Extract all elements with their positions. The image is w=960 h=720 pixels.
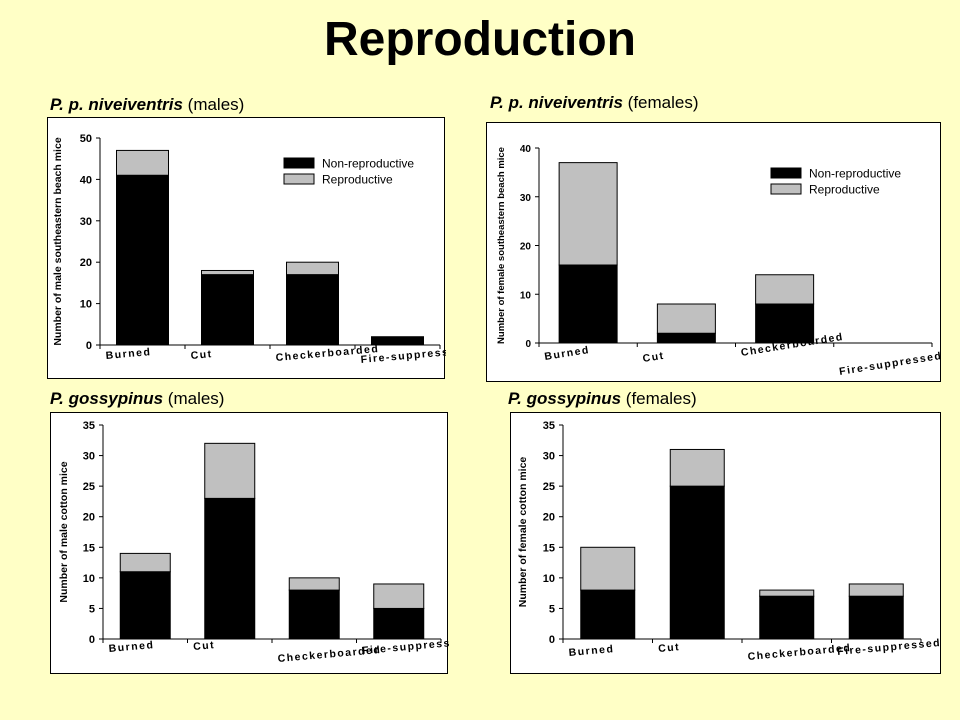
bar-reproductive bbox=[669, 448, 725, 487]
panel-sex: (males) bbox=[167, 389, 225, 408]
legend-swatch-non-reproductive bbox=[283, 157, 315, 169]
bar-non-reproductive bbox=[580, 589, 636, 640]
y-tick-label: 5 bbox=[89, 603, 95, 615]
slide-title: Reproduction bbox=[324, 13, 636, 66]
panel-sex: (males) bbox=[187, 95, 245, 114]
y-tick-label: 30 bbox=[80, 216, 92, 228]
x-category-label: Cut bbox=[642, 350, 666, 365]
legend-swatch-reproductive bbox=[770, 183, 802, 195]
bar-non-reproductive bbox=[755, 303, 815, 344]
x-category-label: Fire-suppressed bbox=[837, 637, 942, 658]
bar-reproductive bbox=[201, 269, 254, 276]
legend-label: Reproductive bbox=[322, 173, 393, 187]
y-axis-label: Number of male southeastern beach mice bbox=[52, 137, 64, 345]
y-tick-label: 25 bbox=[83, 481, 95, 493]
bar-reproductive bbox=[204, 442, 256, 499]
chart-svg: 0 5 10 15 20 25 30 35 Number of male cotton mice… bbox=[58, 420, 449, 665]
x-category-label: Burned bbox=[108, 639, 155, 655]
legend-label: Non-reproductive bbox=[809, 167, 901, 181]
chart-females-beach-mice: 0 10 20 30 40 Number of female southeastern b… bbox=[486, 122, 942, 382]
bar-non-reproductive bbox=[286, 274, 339, 346]
panel-species: P. gossypinus bbox=[508, 389, 622, 408]
bar-non-reproductive bbox=[558, 264, 618, 344]
legend-swatch-non-reproductive bbox=[770, 167, 802, 179]
y-tick-label: 30 bbox=[543, 451, 555, 463]
y-tick-label: 15 bbox=[83, 542, 95, 554]
bar-non-reproductive bbox=[204, 497, 256, 640]
bar-non-reproductive bbox=[759, 595, 815, 640]
y-tick-label: 0 bbox=[86, 340, 92, 352]
y-tick-label: 15 bbox=[543, 542, 555, 554]
bar-non-reproductive bbox=[201, 274, 254, 346]
y-tick-label: 40 bbox=[80, 174, 92, 186]
y-tick-label: 10 bbox=[83, 573, 95, 585]
y-tick-label: 10 bbox=[543, 573, 555, 585]
y-tick-label: 0 bbox=[525, 339, 531, 350]
legend-label: Non-reproductive bbox=[322, 157, 414, 171]
panel-sex: (females) bbox=[627, 93, 699, 112]
y-tick-label: 50 bbox=[80, 133, 92, 145]
bar-non-reproductive bbox=[288, 589, 340, 640]
bar-reproductive bbox=[755, 274, 815, 305]
y-tick-label: 5 bbox=[549, 603, 555, 615]
panel-species: P. gossypinus bbox=[50, 389, 164, 408]
y-tick-label: 20 bbox=[520, 242, 532, 253]
y-axis-label: Number of male cotton mice bbox=[58, 461, 70, 602]
panel-title-females-cotton: P. gossypinus (females) bbox=[508, 389, 697, 409]
bar-non-reproductive bbox=[371, 336, 424, 346]
x-category-label: Burned bbox=[105, 346, 152, 362]
y-tick-label: 30 bbox=[83, 451, 95, 463]
y-tick-label: 20 bbox=[543, 512, 555, 524]
y-axis-label: Number of female cotton mice bbox=[517, 457, 529, 608]
panel-sex: (females) bbox=[625, 389, 697, 408]
bar-reproductive bbox=[119, 552, 171, 573]
bar-reproductive bbox=[558, 162, 618, 266]
x-category-label: Cut bbox=[658, 641, 681, 655]
y-tick-label: 25 bbox=[543, 481, 555, 493]
y-tick-label: 20 bbox=[80, 257, 92, 269]
bar-reproductive bbox=[848, 583, 904, 597]
chart-males-cotton-mice: 0 5 10 15 20 25 30 35 Number of male cotton mice… bbox=[50, 412, 449, 674]
y-axis-label: Number of female southeastern beach mice bbox=[496, 147, 507, 344]
y-tick-label: 10 bbox=[80, 299, 92, 311]
y-tick-label: 30 bbox=[520, 193, 532, 204]
bar-reproductive bbox=[373, 583, 425, 609]
x-category-label: Burned bbox=[544, 344, 591, 363]
bar-non-reproductive bbox=[116, 174, 169, 346]
x-category-label: Fire-suppressed bbox=[838, 350, 942, 378]
y-tick-label: 0 bbox=[89, 634, 95, 646]
y-tick-label: 10 bbox=[520, 290, 532, 301]
chart-svg: 0 10 20 30 40 50 Number of male southeastern b… bbox=[52, 133, 446, 366]
panel-title-males-cotton: P. gossypinus (males) bbox=[50, 389, 224, 409]
bar-reproductive bbox=[286, 261, 339, 276]
panel-title-males-beach: P. p. niveiventris (males) bbox=[50, 95, 244, 115]
panel-species: P. p. niveiventris bbox=[50, 95, 183, 114]
chart-svg: 0 10 20 30 40 Number of female southeastern b… bbox=[496, 144, 942, 378]
bar-non-reproductive bbox=[848, 595, 904, 640]
x-category-label: Cut bbox=[193, 639, 216, 653]
bar-reproductive bbox=[580, 546, 636, 591]
panel-species: P. p. niveiventris bbox=[490, 93, 623, 112]
bar-reproductive bbox=[288, 577, 340, 591]
legend-swatch-reproductive bbox=[283, 173, 315, 185]
bar-non-reproductive bbox=[119, 571, 171, 640]
chart-svg: 0 5 10 15 20 25 30 35 Number of female cotton mi… bbox=[517, 420, 942, 663]
x-category-label: Burned bbox=[568, 643, 615, 659]
bar-reproductive bbox=[116, 149, 169, 176]
legend-label: Reproductive bbox=[809, 183, 880, 197]
panel-title-females-beach: P. p. niveiventris (females) bbox=[490, 93, 699, 113]
y-tick-label: 20 bbox=[83, 512, 95, 524]
y-tick-label: 35 bbox=[543, 420, 555, 432]
bar-non-reproductive bbox=[669, 485, 725, 640]
chart-females-cotton-mice: 0 5 10 15 20 25 30 35 Number of female cotton mi… bbox=[510, 412, 942, 674]
x-category-label: Cut bbox=[190, 348, 213, 362]
y-tick-label: 40 bbox=[520, 144, 532, 155]
bar-reproductive bbox=[656, 303, 716, 334]
bar-reproductive bbox=[759, 589, 815, 597]
y-tick-label: 35 bbox=[83, 420, 95, 432]
y-tick-label: 0 bbox=[549, 634, 555, 646]
bar-non-reproductive bbox=[373, 607, 425, 640]
bar-non-reproductive bbox=[656, 332, 716, 344]
chart-males-beach-mice: 0 10 20 30 40 50 Number of male southeastern b… bbox=[47, 117, 446, 379]
